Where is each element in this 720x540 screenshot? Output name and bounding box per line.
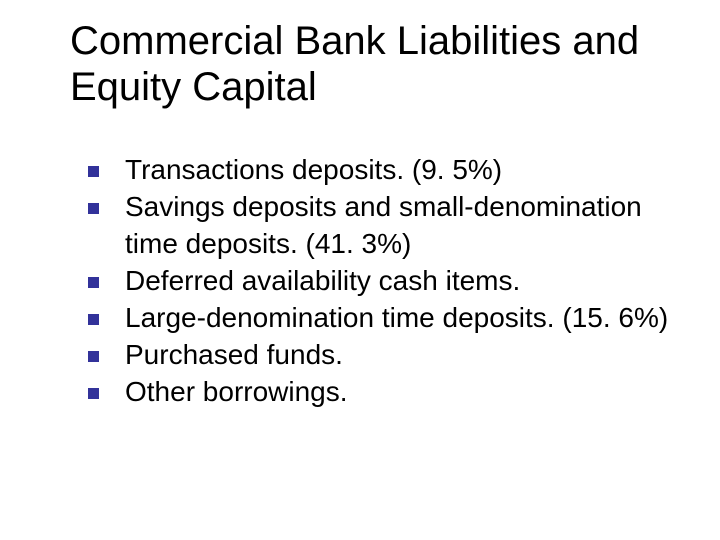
bullet-text: Large-denomination time deposits. (15. 6…: [125, 300, 670, 337]
square-bullet-icon: [88, 277, 99, 288]
square-bullet-icon: [88, 166, 99, 177]
bullet-text: Purchased funds.: [125, 337, 670, 374]
list-item: Transactions deposits. (9. 5%): [88, 152, 670, 189]
square-bullet-icon: [88, 351, 99, 362]
list-item: Other borrowings.: [88, 374, 670, 411]
square-bullet-icon: [88, 314, 99, 325]
square-bullet-icon: [88, 388, 99, 399]
list-item: Large-denomination time deposits. (15. 6…: [88, 300, 670, 337]
bullet-text: Savings deposits and small-denomination …: [125, 189, 670, 263]
bullet-text: Deferred availability cash items.: [125, 263, 670, 300]
list-item: Deferred availability cash items.: [88, 263, 670, 300]
bullet-text: Transactions deposits. (9. 5%): [125, 152, 670, 189]
list-item: Savings deposits and small-denomination …: [88, 189, 670, 263]
slide: Commercial Bank Liabilities and Equity C…: [0, 0, 720, 540]
list-item: Purchased funds.: [88, 337, 670, 374]
square-bullet-icon: [88, 203, 99, 214]
slide-title: Commercial Bank Liabilities and Equity C…: [70, 18, 670, 110]
bullet-list: Transactions deposits. (9. 5%) Savings d…: [88, 152, 670, 411]
bullet-text: Other borrowings.: [125, 374, 670, 411]
